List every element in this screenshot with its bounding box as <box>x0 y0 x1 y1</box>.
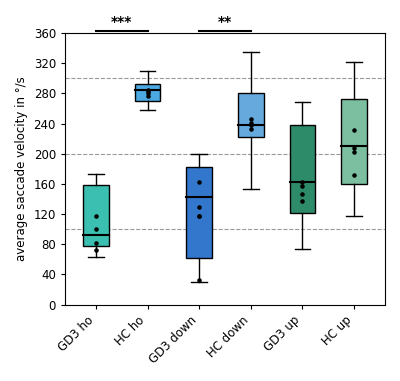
Bar <box>83 186 109 246</box>
Bar <box>341 99 367 184</box>
Text: **: ** <box>218 15 232 29</box>
Y-axis label: average saccade velocity in °/s: average saccade velocity in °/s <box>15 77 28 261</box>
Text: ***: *** <box>111 15 132 29</box>
Bar <box>238 93 264 137</box>
Bar <box>290 125 315 213</box>
Bar <box>135 83 160 101</box>
Bar <box>186 166 212 258</box>
